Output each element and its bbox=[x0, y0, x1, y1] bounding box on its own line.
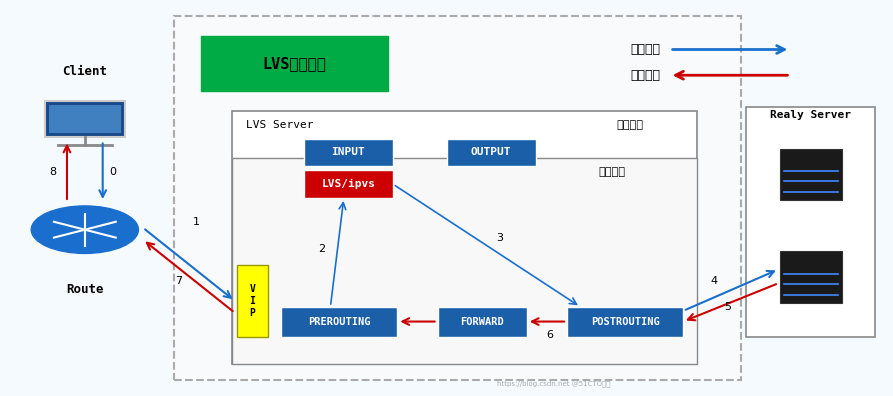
FancyBboxPatch shape bbox=[304, 170, 393, 198]
FancyBboxPatch shape bbox=[201, 36, 388, 91]
FancyBboxPatch shape bbox=[446, 139, 536, 166]
Text: LVS工作简图: LVS工作简图 bbox=[263, 56, 327, 71]
Text: 5: 5 bbox=[724, 302, 731, 312]
Text: 4: 4 bbox=[711, 276, 718, 286]
FancyBboxPatch shape bbox=[281, 307, 397, 337]
Text: 2: 2 bbox=[318, 244, 325, 255]
Text: 1: 1 bbox=[193, 217, 200, 227]
Text: 3: 3 bbox=[497, 232, 504, 243]
Text: https://blog.csdn.net @51CTO博客: https://blog.csdn.net @51CTO博客 bbox=[497, 381, 611, 388]
FancyBboxPatch shape bbox=[567, 307, 683, 337]
FancyBboxPatch shape bbox=[438, 307, 527, 337]
Text: 内核空间: 内核空间 bbox=[598, 167, 625, 177]
Text: 8: 8 bbox=[49, 167, 56, 177]
Text: 响应报文: 响应报文 bbox=[630, 69, 661, 82]
Text: 0: 0 bbox=[109, 167, 116, 177]
Text: 用户空间: 用户空间 bbox=[616, 120, 643, 130]
Text: POSTROUTING: POSTROUTING bbox=[591, 317, 659, 327]
Circle shape bbox=[31, 206, 138, 253]
Text: Client: Client bbox=[63, 65, 107, 78]
Text: 请求报文: 请求报文 bbox=[630, 43, 661, 56]
Text: PREROUTING: PREROUTING bbox=[308, 317, 371, 327]
Text: LVS/ipvs: LVS/ipvs bbox=[321, 179, 375, 189]
FancyBboxPatch shape bbox=[49, 105, 121, 133]
FancyBboxPatch shape bbox=[780, 148, 842, 200]
Text: 7: 7 bbox=[175, 276, 182, 286]
Text: OUTPUT: OUTPUT bbox=[471, 147, 512, 158]
FancyBboxPatch shape bbox=[237, 265, 268, 337]
Text: V
I
P: V I P bbox=[249, 284, 255, 318]
FancyBboxPatch shape bbox=[174, 16, 741, 380]
Text: FORWARD: FORWARD bbox=[461, 317, 504, 327]
FancyBboxPatch shape bbox=[45, 101, 125, 137]
FancyBboxPatch shape bbox=[304, 139, 393, 166]
FancyBboxPatch shape bbox=[746, 107, 875, 337]
FancyBboxPatch shape bbox=[232, 158, 697, 364]
FancyBboxPatch shape bbox=[780, 251, 842, 303]
Text: INPUT: INPUT bbox=[331, 147, 365, 158]
Text: 6: 6 bbox=[547, 329, 554, 340]
Text: LVS Server: LVS Server bbox=[246, 120, 313, 130]
Text: Route: Route bbox=[66, 283, 104, 295]
Text: Realy Server: Realy Server bbox=[770, 110, 851, 120]
FancyBboxPatch shape bbox=[232, 111, 697, 364]
